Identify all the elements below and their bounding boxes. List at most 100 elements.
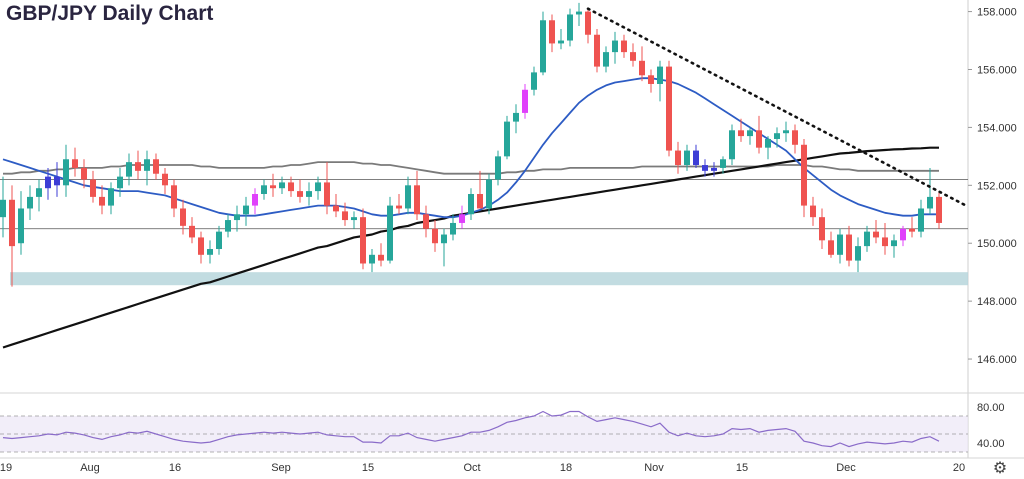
candle-body[interactable]	[648, 75, 654, 84]
candle-body[interactable]	[351, 217, 357, 221]
candle-body[interactable]	[333, 205, 339, 212]
candle-body[interactable]	[459, 214, 465, 223]
candle-body[interactable]	[360, 217, 366, 264]
candle-body[interactable]	[738, 130, 744, 137]
candle-body[interactable]	[909, 228, 915, 232]
candle-body[interactable]	[324, 182, 330, 206]
candle-body[interactable]	[378, 254, 384, 261]
candle-body[interactable]	[405, 185, 411, 209]
candle-body[interactable]	[594, 34, 600, 67]
candle-body[interactable]	[279, 182, 285, 189]
gear-icon[interactable]: ⚙	[992, 458, 1008, 477]
candle-body[interactable]	[486, 179, 492, 209]
candle-body[interactable]	[666, 66, 672, 151]
candle-body[interactable]	[495, 156, 501, 180]
candle-body[interactable]	[9, 199, 15, 247]
candle-body[interactable]	[261, 185, 267, 194]
candle-body[interactable]	[243, 205, 249, 215]
candle-body[interactable]	[270, 185, 276, 189]
candle-body[interactable]	[855, 246, 861, 261]
candle-body[interactable]	[612, 40, 618, 53]
candle-body[interactable]	[936, 196, 942, 223]
candle-body[interactable]	[864, 231, 870, 247]
candle-body[interactable]	[297, 191, 303, 197]
candle-body[interactable]	[558, 40, 564, 44]
candle-body[interactable]	[189, 225, 195, 238]
candle-body[interactable]	[531, 72, 537, 90]
candle-body[interactable]	[720, 159, 726, 168]
candle-body[interactable]	[99, 196, 105, 206]
candle-body[interactable]	[513, 112, 519, 122]
candle-body[interactable]	[882, 237, 888, 247]
candle-body[interactable]	[18, 208, 24, 244]
candle-body[interactable]	[900, 228, 906, 241]
candle-body[interactable]	[288, 182, 294, 192]
candle-body[interactable]	[441, 234, 447, 244]
candle-body[interactable]	[315, 182, 321, 192]
candle-body[interactable]	[198, 237, 204, 255]
candle-body[interactable]	[576, 11, 582, 15]
candle-body[interactable]	[90, 179, 96, 197]
candle-body[interactable]	[549, 20, 555, 44]
candle-body[interactable]	[108, 188, 114, 206]
candle-body[interactable]	[387, 205, 393, 261]
candle-body[interactable]	[675, 150, 681, 166]
candle-body[interactable]	[567, 14, 573, 41]
candle-body[interactable]	[216, 231, 222, 250]
candle-body[interactable]	[162, 173, 168, 186]
candle-body[interactable]	[846, 234, 852, 261]
candle-body[interactable]	[144, 159, 150, 171]
candle-body[interactable]	[540, 20, 546, 73]
candle-body[interactable]	[918, 208, 924, 232]
candle-body[interactable]	[828, 240, 834, 255]
candle-body[interactable]	[423, 214, 429, 229]
candle-body[interactable]	[891, 240, 897, 247]
candle-body[interactable]	[684, 150, 690, 166]
candle-body[interactable]	[414, 185, 420, 215]
candle-body[interactable]	[774, 133, 780, 139]
candle-body[interactable]	[342, 211, 348, 221]
candle-body[interactable]	[621, 40, 627, 53]
candle-body[interactable]	[603, 52, 609, 67]
candle-body[interactable]	[522, 89, 528, 113]
candle-body[interactable]	[729, 130, 735, 160]
candle-body[interactable]	[432, 228, 438, 244]
candle-body[interactable]	[396, 205, 402, 209]
candle-body[interactable]	[45, 176, 51, 189]
candle-body[interactable]	[117, 176, 123, 189]
candle-body[interactable]	[783, 130, 789, 134]
candle-body[interactable]	[54, 176, 60, 186]
candle-body[interactable]	[81, 167, 87, 180]
candle-body[interactable]	[63, 159, 69, 186]
candle-body[interactable]	[126, 162, 132, 177]
candle-body[interactable]	[252, 194, 258, 206]
candle-body[interactable]	[477, 194, 483, 209]
candle-body[interactable]	[927, 196, 933, 209]
candle-body[interactable]	[369, 254, 375, 264]
candle-body[interactable]	[756, 130, 762, 148]
candle-body[interactable]	[306, 191, 312, 197]
candle-body[interactable]	[693, 150, 699, 166]
candle-body[interactable]	[153, 159, 159, 174]
candle-body[interactable]	[27, 196, 33, 209]
candle-body[interactable]	[135, 162, 141, 171]
candle-body[interactable]	[630, 52, 636, 61]
candle-body[interactable]	[171, 185, 177, 209]
candle-body[interactable]	[792, 130, 798, 145]
candle-body[interactable]	[36, 188, 42, 197]
candle-body[interactable]	[180, 208, 186, 226]
candle-body[interactable]	[873, 231, 879, 238]
candle-body[interactable]	[819, 217, 825, 241]
candle-body[interactable]	[801, 144, 807, 206]
candle-body[interactable]	[72, 159, 78, 168]
candle-body[interactable]	[207, 249, 213, 255]
candle-body[interactable]	[0, 199, 6, 218]
candle-body[interactable]	[702, 165, 708, 171]
candle-body[interactable]	[837, 234, 843, 255]
candle-body[interactable]	[747, 130, 753, 137]
candle-body[interactable]	[225, 220, 231, 232]
candle-body[interactable]	[450, 222, 456, 235]
candle-body[interactable]	[810, 205, 816, 218]
candle-body[interactable]	[657, 66, 663, 84]
